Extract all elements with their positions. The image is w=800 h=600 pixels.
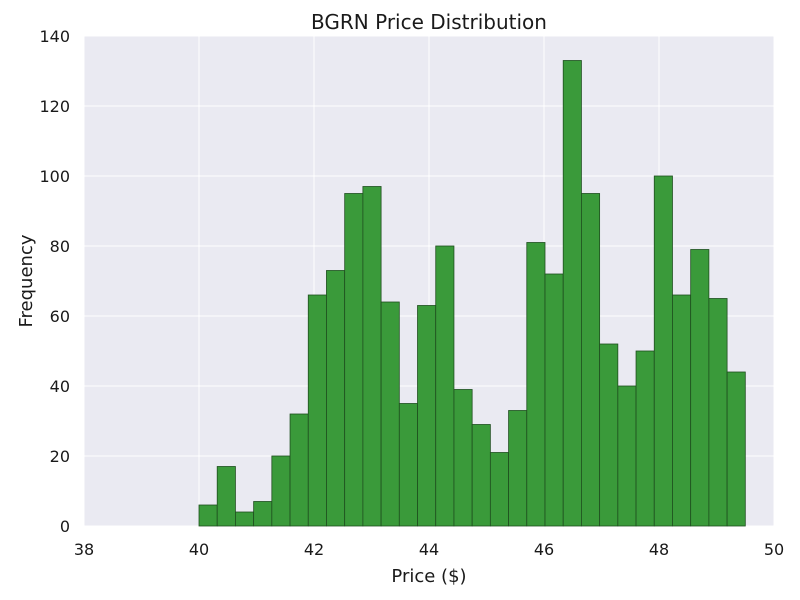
x-tick-label: 40 [189,540,209,559]
histogram-bar [453,389,473,527]
histogram-bar [344,193,364,527]
histogram-bar [380,301,400,527]
y-tick-label: 140 [39,27,70,46]
histogram-bar [672,294,692,527]
histogram-bar [508,410,528,527]
histogram-bar [326,270,346,527]
x-tick-label: 42 [304,540,324,559]
histogram-bar [271,455,291,527]
x-tick-label: 48 [649,540,669,559]
histogram-bar [253,501,273,527]
histogram-bar [544,273,564,527]
x-tick-label: 50 [764,540,784,559]
histogram-bar [526,242,546,527]
histogram-bar [562,60,582,527]
histogram-bar [235,511,255,527]
histogram-bar [362,186,382,527]
y-tick-label: 20 [50,447,70,466]
x-tick-label: 38 [74,540,94,559]
x-tick-label: 46 [534,540,554,559]
y-tick-label: 80 [50,237,70,256]
y-tick-label: 60 [50,307,70,326]
y-tick-label: 0 [60,517,70,536]
histogram-bar [581,193,601,527]
x-tick-labels: 38 40 42 44 46 48 50 [74,540,784,559]
y-axis-label: Frequency [16,234,37,327]
histogram-bar [599,343,619,527]
chart-title: BGRN Price Distribution [311,10,547,34]
histogram-bar [471,424,491,527]
x-tick-label: 44 [419,540,439,559]
histogram-bar [435,245,455,527]
histogram-bar [617,385,637,527]
histogram-bar [708,298,728,527]
histogram-bar [489,452,509,527]
y-tick-label: 100 [39,167,70,186]
x-axis-label: Price ($) [391,566,466,587]
histogram-bar [635,350,655,527]
histogram-bar [307,294,327,527]
bars [198,60,746,527]
histogram-bar [398,403,418,527]
y-tick-label: 40 [50,377,70,396]
histogram-bar [653,175,673,527]
histogram-bar [726,371,746,527]
y-tick-labels: 0 20 40 60 80 100 120 140 [39,27,70,536]
histogram-bar [289,413,309,527]
histogram-bar [690,249,710,527]
histogram-bar [417,305,437,527]
histogram-bar [198,504,218,527]
histogram-bar [216,466,236,527]
y-tick-label: 120 [39,97,70,116]
